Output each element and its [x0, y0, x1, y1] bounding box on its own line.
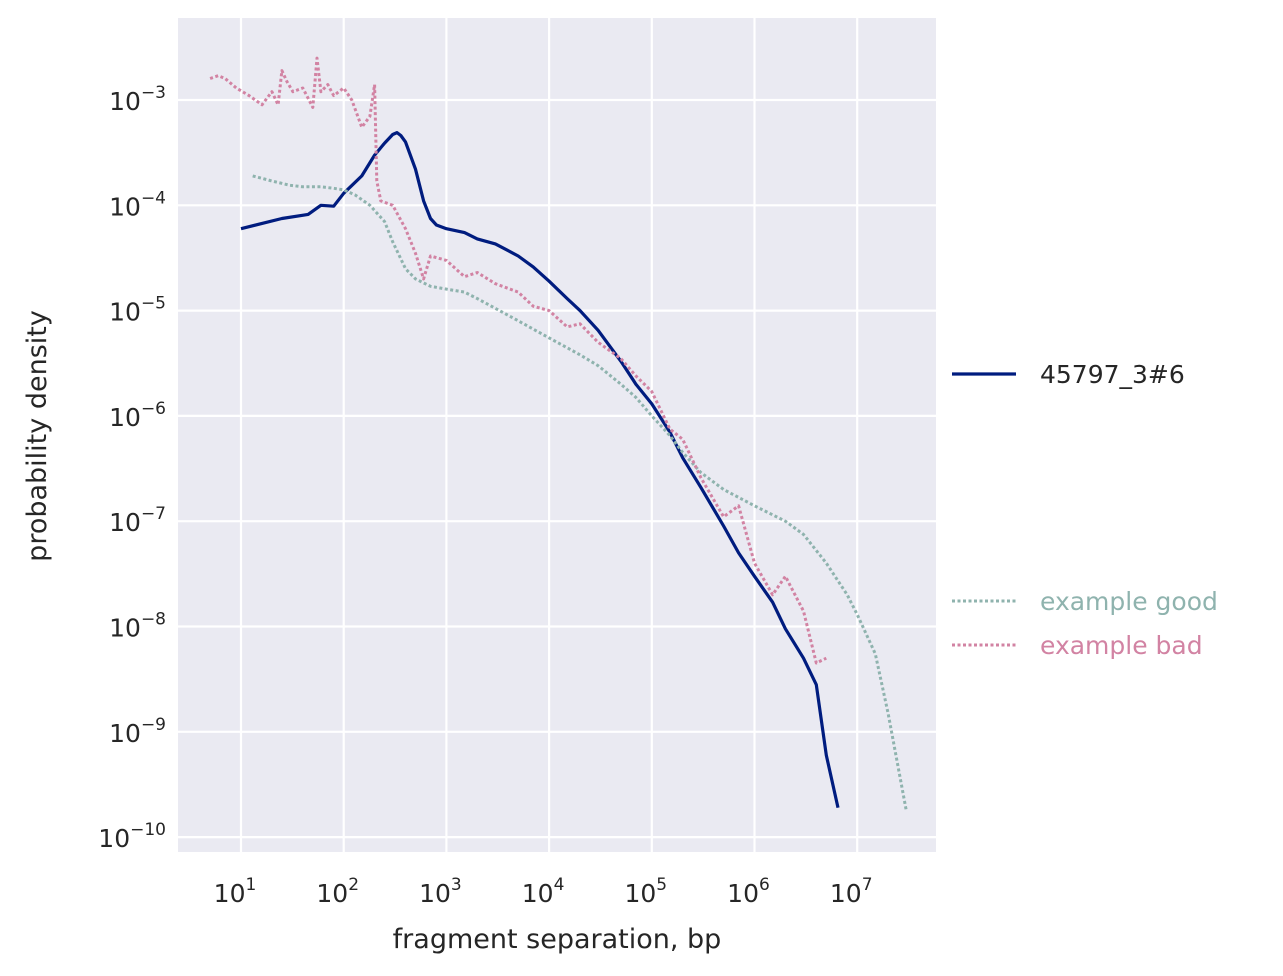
y-axis-label: probability density [22, 310, 53, 562]
y-axis-ticks: 10−3 10−4 10−5 10−6 10−7 10−8 10−9 10−10 [98, 83, 166, 853]
series-layer [209, 56, 908, 811]
y-tick-label: 10−3 [109, 83, 166, 116]
y-tick-label: 10−4 [109, 188, 166, 221]
x-tick-label: 101 [214, 875, 257, 908]
series-line-1 [240, 131, 840, 809]
series-line-3 [209, 56, 827, 665]
y-tick-label: 10−5 [109, 294, 166, 327]
x-tick-label: 103 [419, 875, 462, 908]
y-tick-label: 10−6 [109, 399, 166, 432]
legend-label: example good [1040, 587, 1218, 616]
series-line-2 [252, 174, 908, 811]
x-tick-label: 107 [830, 875, 873, 908]
x-axis-label: fragment separation, bp [393, 924, 722, 955]
legend-label: example bad [1040, 631, 1203, 660]
plot-background [178, 18, 936, 852]
x-tick-label: 102 [316, 875, 359, 908]
y-tick-label: 10−10 [98, 820, 166, 853]
y-tick-label: 10−8 [109, 610, 166, 643]
x-tick-label: 104 [522, 875, 565, 908]
legend-label: 45797_3#6 [1040, 360, 1185, 389]
grid [178, 18, 936, 852]
x-tick-label: 106 [727, 875, 770, 908]
y-tick-label: 10−7 [109, 504, 166, 537]
x-tick-label: 105 [624, 875, 667, 908]
y-tick-label: 10−9 [109, 715, 166, 748]
x-axis-ticks: 101 102 103 104 105 106 107 [214, 875, 873, 908]
